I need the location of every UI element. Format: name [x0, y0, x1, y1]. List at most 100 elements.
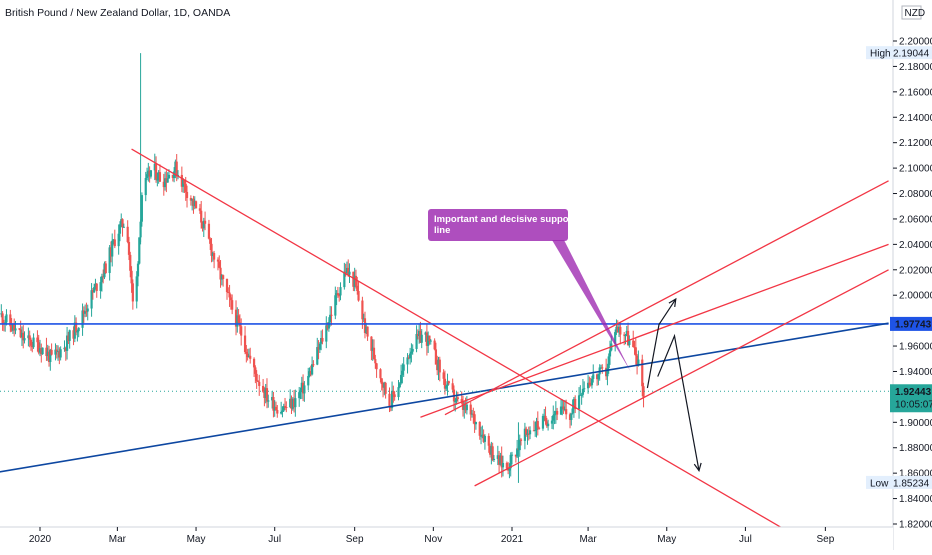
candle-body [619, 326, 622, 335]
candle-body [183, 179, 186, 184]
high-label-box [866, 46, 932, 60]
time-tick-label: May [187, 534, 206, 545]
candle-body [505, 462, 508, 469]
candle-body [565, 409, 568, 415]
candle-body [234, 309, 238, 327]
candle-body [455, 397, 458, 402]
time-tick-label: Jul [739, 534, 752, 545]
candle-body [227, 292, 230, 294]
candle-body [318, 343, 321, 350]
currency-badge[interactable] [901, 5, 922, 20]
candle-body [375, 363, 378, 370]
candle-body [9, 314, 12, 327]
candle-body [487, 435, 490, 446]
candle-body [464, 404, 467, 411]
candle-body [104, 263, 107, 273]
candle-body [380, 378, 383, 385]
candle-body [113, 239, 116, 247]
channel-middle[interactable] [420, 243, 889, 418]
candle-body [372, 347, 376, 360]
time-axis[interactable]: 2020 Mar May Jul Sep Nov 2021 Mar May Jul Sep [0, 526, 893, 550]
candle-body [326, 325, 329, 329]
last-label-value: 1.92443 [895, 387, 932, 398]
price-tick-label: 1.84000 [899, 494, 932, 505]
candle-body [642, 386, 645, 398]
price-tick-label: 1.96000 [899, 342, 932, 353]
candle-body [482, 434, 485, 442]
candle-body [28, 335, 31, 340]
candle-body [436, 364, 439, 371]
candle-body [209, 238, 212, 244]
candle-body [236, 315, 239, 327]
candle-body [490, 446, 493, 455]
candle-body [623, 334, 626, 336]
candle-body [121, 219, 124, 228]
descending-trendline[interactable] [131, 148, 820, 550]
candle-body [366, 326, 369, 337]
candle-body [246, 353, 249, 358]
candle-body [596, 374, 599, 380]
candle-body [525, 428, 528, 435]
candle-body [73, 322, 76, 339]
rising-support-line[interactable] [0, 322, 889, 473]
candle-body [40, 348, 43, 355]
candle-body [207, 223, 211, 239]
candle-body [294, 398, 297, 408]
candle-body [189, 197, 192, 201]
candle-body [63, 347, 66, 350]
time-tick-label: Mar [579, 534, 597, 545]
candle-body [614, 332, 617, 344]
candle-body [559, 406, 563, 415]
channel-upper[interactable] [444, 180, 889, 416]
price-tick-label: 1.88000 [899, 443, 932, 454]
candle-body [129, 254, 132, 271]
up-arrow-head [668, 297, 677, 308]
time-tick-label: Jul [268, 534, 281, 545]
candle-body [85, 311, 88, 313]
candle-body [175, 161, 178, 177]
down-arrow-head [693, 462, 702, 472]
candle-body [615, 326, 618, 333]
price-axis[interactable]: 2.20000 2.18000 2.16000 2.14000 2.12000 2.100… [866, 0, 932, 550]
candle-body [282, 406, 285, 411]
candle-body [312, 364, 315, 366]
candle-body [153, 163, 156, 171]
candle-body [406, 357, 409, 365]
candle-body [381, 384, 385, 388]
candle-body [399, 374, 403, 384]
candle-body [262, 385, 265, 392]
candle-body [605, 367, 608, 377]
candle-body [478, 421, 481, 436]
candle-body [182, 179, 185, 187]
candle-body [272, 397, 275, 411]
up-arrow[interactable] [646, 298, 677, 389]
callout-box[interactable] [428, 209, 568, 241]
level-label-box [890, 316, 932, 331]
down-arrow[interactable] [657, 333, 700, 471]
candle-body [243, 335, 247, 353]
candle-body [498, 455, 501, 465]
candle-body [568, 414, 572, 420]
candle-body [354, 275, 358, 286]
candle-body [356, 285, 359, 292]
candle-body [509, 454, 512, 469]
currency-label: NZD [905, 8, 926, 19]
candle-body [516, 448, 519, 457]
candle-body [583, 388, 586, 390]
low-label-value: 1.85234 [893, 478, 930, 489]
candle-body [334, 295, 337, 316]
candle-body [218, 261, 221, 268]
candle-body [418, 330, 421, 337]
candle-body [103, 263, 106, 278]
price-tick-label: 1.94000 [899, 367, 932, 378]
candle-body [45, 347, 48, 357]
candle-body [438, 359, 441, 373]
candle-body [72, 330, 75, 339]
candle-body [285, 406, 288, 408]
candle-body [510, 454, 514, 456]
candle-body [491, 446, 494, 460]
candle-body [13, 323, 16, 331]
candle-body [541, 415, 545, 429]
